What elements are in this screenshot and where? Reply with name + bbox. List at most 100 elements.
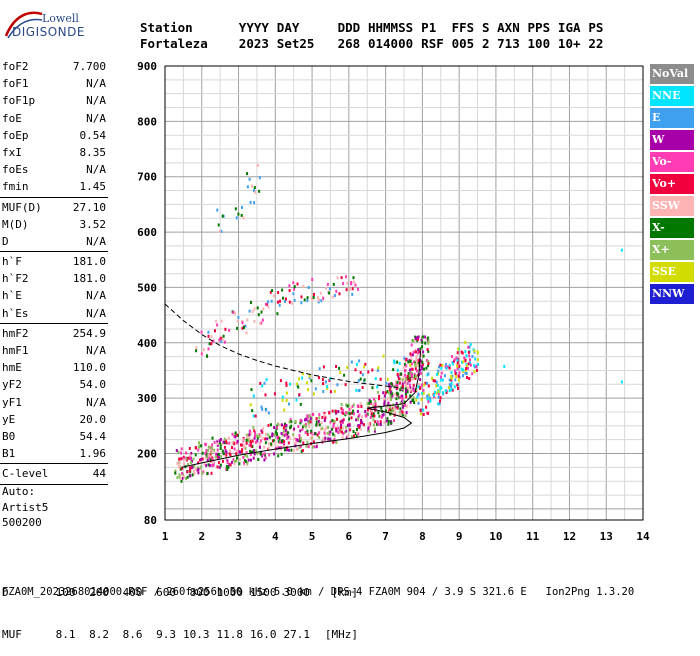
echo-point: [466, 364, 468, 368]
echo-point: [396, 368, 399, 372]
echo-point: [288, 289, 291, 292]
echo-point: [398, 381, 401, 385]
echo-point: [432, 379, 435, 383]
echo-point: [408, 368, 411, 372]
echo-point: [393, 406, 396, 410]
echo-point: [271, 289, 274, 293]
echo-point: [249, 432, 252, 436]
param-row: foF2 7.700: [0, 58, 108, 75]
d-value: 3000: [283, 586, 311, 599]
echo-point: [331, 419, 334, 423]
echo-point: [329, 287, 331, 291]
echo-point: [450, 375, 453, 378]
echo-point: [461, 360, 463, 364]
echo-point: [359, 427, 362, 431]
muf-value: 8.2: [89, 628, 109, 641]
echo-point: [228, 449, 231, 453]
echo-point: [388, 382, 391, 386]
echo-point: [474, 357, 477, 361]
d-value: [km]: [331, 586, 359, 599]
echo-point: [225, 450, 228, 454]
echo-point: [383, 397, 386, 401]
echo-point: [205, 463, 208, 467]
echo-point: [467, 366, 469, 370]
echo-point: [465, 367, 468, 370]
auto-program: Artist5: [2, 500, 49, 514]
param-name: D: [2, 234, 9, 248]
echo-point: [225, 467, 228, 471]
echo-point: [256, 164, 259, 167]
echo-point: [404, 414, 407, 418]
echo-point: [255, 440, 257, 444]
d-value: 600: [156, 586, 176, 599]
echo-point: [293, 298, 296, 302]
echo-point: [403, 379, 406, 383]
echo-point: [402, 366, 405, 370]
echo-point: [282, 426, 285, 430]
echo-point: [318, 416, 321, 420]
echo-point: [288, 300, 291, 304]
legend-item: X+: [650, 240, 694, 260]
echo-point: [316, 433, 319, 437]
echo-point: [356, 404, 359, 408]
echo-point: [464, 368, 467, 372]
echo-point: [183, 458, 186, 462]
echo-point: [335, 411, 337, 415]
echo-point: [438, 365, 440, 369]
echo-point: [393, 359, 396, 363]
echo-point: [620, 248, 623, 252]
echo-point: [396, 391, 399, 395]
echo-point: [181, 476, 184, 480]
echo-point: [399, 407, 402, 411]
echo-point: [216, 448, 219, 452]
param-name: foF1: [2, 77, 29, 91]
param-value: 110.0: [72, 361, 106, 375]
echo-point: [295, 437, 298, 441]
echo-point: [422, 391, 425, 395]
echo-point: [371, 409, 373, 413]
echo-point: [201, 471, 204, 475]
echo-point: [228, 328, 231, 332]
legend-item: NoVal: [650, 64, 694, 84]
header-labels-3: DDD: [337, 20, 361, 35]
param-row: fmin 1.45: [0, 178, 108, 195]
echo-point: [298, 377, 300, 381]
echo-point: [180, 476, 182, 480]
echo-point: [368, 401, 370, 405]
echo-point: [233, 462, 236, 466]
echo-point: [361, 415, 364, 419]
echo-point: [221, 449, 224, 453]
echo-point: [206, 458, 209, 462]
echo-point: [389, 394, 392, 398]
echo-point: [180, 457, 183, 461]
echo-point: [315, 420, 318, 424]
echo-point: [220, 319, 223, 323]
echo-point: [367, 405, 370, 409]
echo-point: [366, 408, 369, 412]
echo-point: [334, 409, 337, 413]
autoscaling-info: Auto: Artist5 500200: [2, 484, 48, 531]
echo-point: [342, 432, 345, 435]
echo-point: [284, 428, 287, 432]
echo-point: [401, 397, 404, 401]
echo-point: [304, 425, 307, 429]
echo-point: [427, 400, 430, 404]
echo-point: [373, 429, 376, 433]
echo-point: [281, 439, 284, 443]
legend-item: E: [650, 108, 694, 128]
echo-point: [212, 463, 215, 467]
echo-point: [392, 409, 395, 413]
echo-point: [401, 382, 404, 386]
echo-point: [310, 379, 313, 383]
echo-point: [244, 446, 247, 450]
echo-point: [357, 415, 360, 419]
echo-point: [279, 423, 282, 427]
param-value: N/A: [86, 289, 106, 303]
echo-point: [206, 472, 209, 476]
echo-point: [178, 464, 181, 468]
echo-point: [413, 401, 416, 404]
echo-point: [310, 297, 313, 300]
echo-point: [419, 371, 422, 375]
echo-point: [200, 458, 202, 462]
echo-point: [240, 450, 243, 454]
